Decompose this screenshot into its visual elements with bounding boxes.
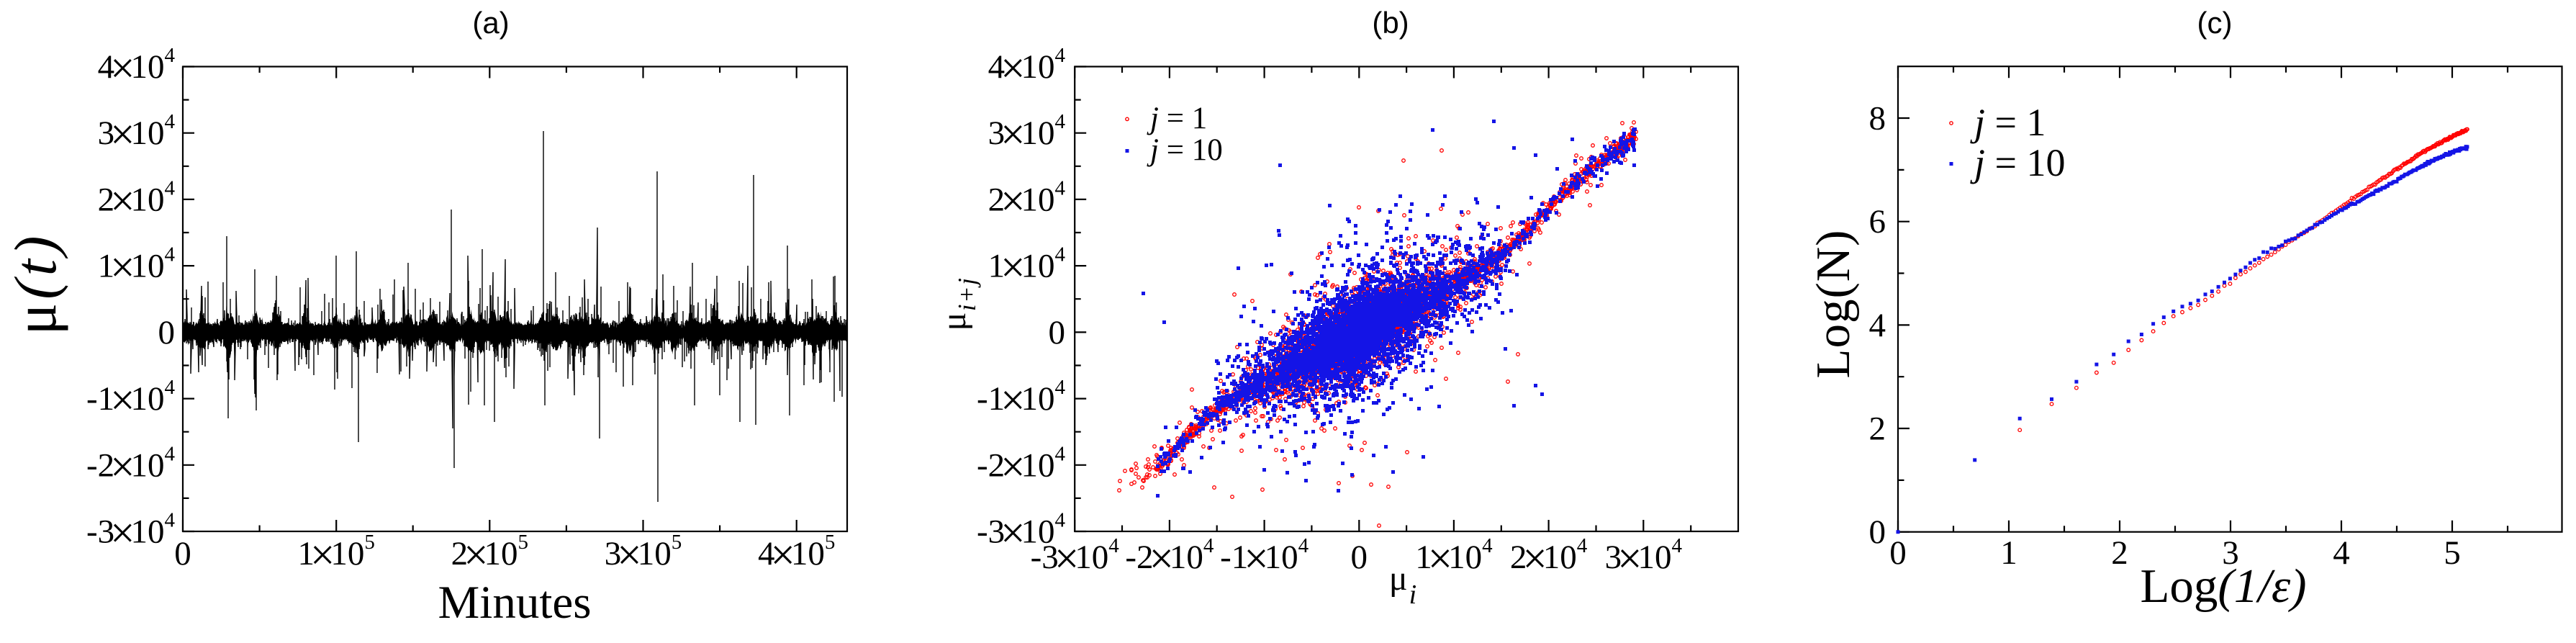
svg-text:4: 4 [1869, 307, 1886, 344]
svg-text:-2×104: -2×104 [86, 442, 176, 491]
svg-text:Minutes: Minutes [438, 577, 591, 629]
svg-text:-3×104: -3×104 [977, 509, 1066, 558]
svg-text:1×104: 1×104 [98, 243, 176, 292]
svg-text:-3×104: -3×104 [86, 509, 176, 558]
svg-text:3×104: 3×104 [98, 110, 176, 159]
svg-text:0: 0 [1351, 539, 1368, 576]
svg-text:2×104: 2×104 [1510, 534, 1588, 583]
svg-text:μ(t): μ(t) [2, 233, 68, 336]
svg-text:8: 8 [1869, 100, 1886, 138]
svg-text:2: 2 [1869, 410, 1886, 448]
svg-text:0: 0 [1049, 314, 1066, 351]
svg-text:6: 6 [1869, 203, 1886, 240]
svg-text:4×104: 4×104 [988, 44, 1066, 93]
svg-text:j = 1: j = 1 [1147, 102, 1207, 135]
svg-text:Log(1/ε): Log(1/ε) [2140, 559, 2306, 613]
svg-text:-3×104: -3×104 [1031, 534, 1120, 583]
svg-text:3: 3 [2222, 534, 2239, 572]
svg-text:3×104: 3×104 [988, 110, 1066, 159]
svg-text:5: 5 [2444, 534, 2461, 572]
svg-text:0: 0 [174, 535, 191, 572]
svg-text:1×104: 1×104 [988, 243, 1066, 292]
svg-text:3×105: 3×105 [605, 531, 682, 580]
svg-text:-2×104: -2×104 [1125, 534, 1214, 583]
svg-text:0: 0 [158, 314, 176, 351]
svg-text:(a): (a) [472, 6, 509, 40]
svg-text:2×104: 2×104 [98, 176, 176, 225]
svg-text:(c): (c) [2197, 6, 2233, 40]
svg-text:4×105: 4×105 [758, 531, 835, 580]
svg-text:2×105: 2×105 [451, 531, 528, 580]
svg-text:4×104: 4×104 [98, 44, 176, 93]
svg-text:0: 0 [1869, 513, 1886, 551]
svg-text:4: 4 [2333, 534, 2350, 572]
svg-text:3×104: 3×104 [1605, 534, 1683, 583]
svg-text:j = 10: j = 10 [1147, 133, 1223, 167]
svg-text:1×104: 1×104 [1415, 534, 1493, 583]
svg-text:-1×104: -1×104 [1220, 534, 1309, 583]
svg-text:j = 10: j = 10 [1970, 141, 2065, 184]
svg-text:-1×104: -1×104 [86, 376, 176, 425]
svg-text:1: 1 [2000, 534, 2017, 572]
svg-text:0: 0 [1889, 534, 1907, 572]
svg-text:(b): (b) [1372, 6, 1409, 40]
svg-text:-2×104: -2×104 [977, 442, 1066, 491]
svg-text:2×104: 2×104 [988, 176, 1066, 225]
svg-text:Log(N): Log(N) [1807, 230, 1860, 379]
svg-text:-1×104: -1×104 [977, 376, 1066, 425]
svg-text:2: 2 [2111, 534, 2128, 572]
svg-text:1×105: 1×105 [297, 531, 374, 580]
svg-text:j = 1: j = 1 [1970, 101, 2046, 144]
